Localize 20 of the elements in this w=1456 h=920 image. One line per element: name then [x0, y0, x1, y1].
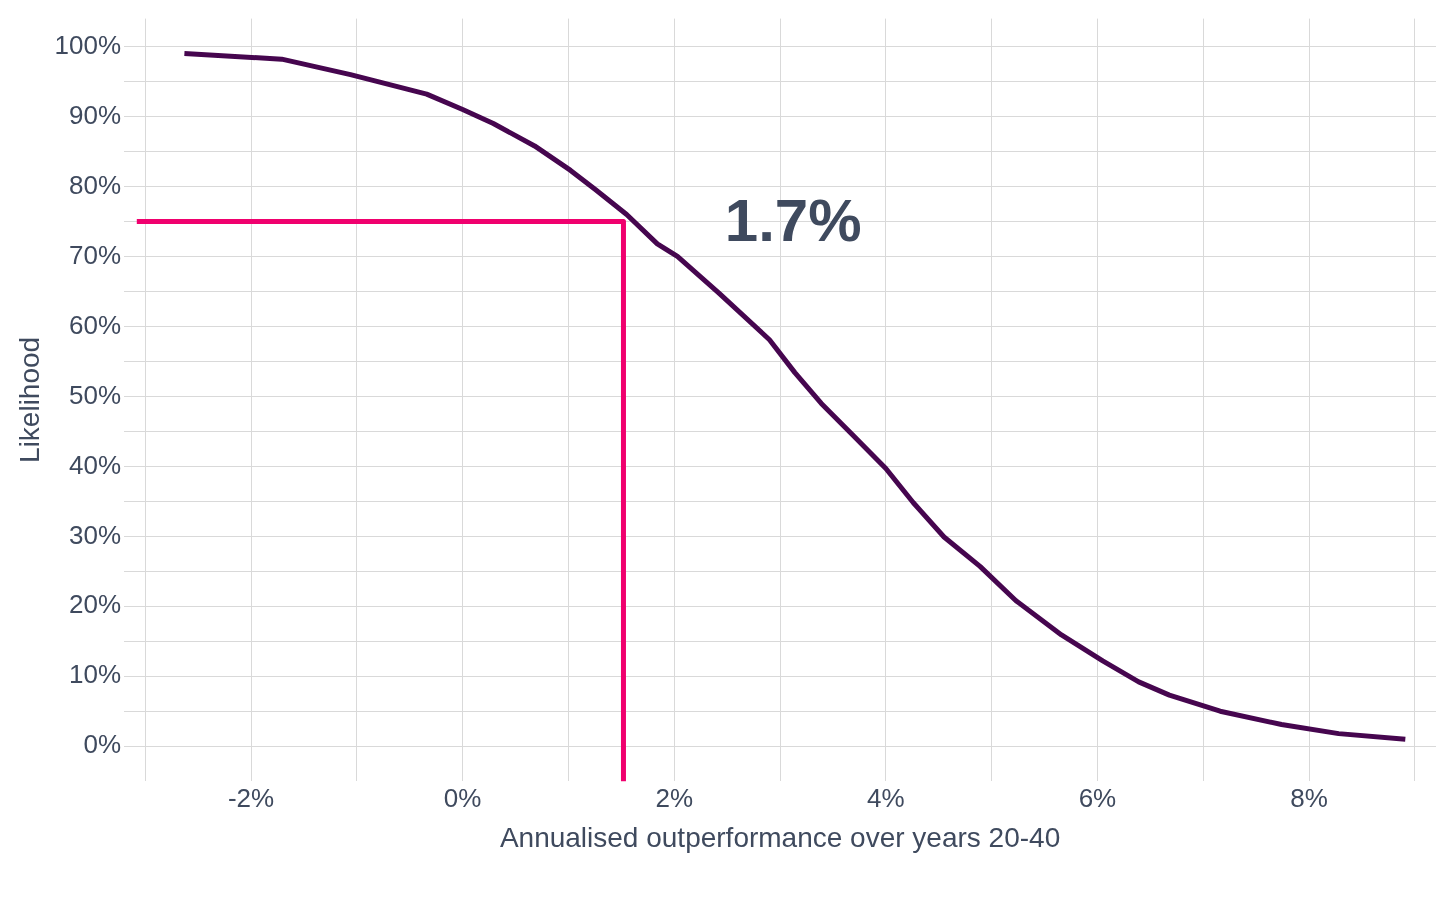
- y-tick-label: 100%: [54, 29, 122, 60]
- y-tick-label: 60%: [69, 309, 122, 340]
- x-tick-label: 8%: [1290, 782, 1328, 813]
- y-tick-label: 80%: [69, 169, 122, 200]
- annotation: 1.7%: [724, 187, 862, 255]
- x-axis-title: Annualised outperformance over years 20-40: [499, 821, 1061, 853]
- y-tick-label: 90%: [69, 99, 122, 130]
- x-tick-label: 6%: [1078, 782, 1117, 813]
- y-tick-label: 10%: [69, 659, 122, 690]
- x-tick-label: 2%: [655, 782, 694, 813]
- y-tick-label: 50%: [69, 379, 122, 410]
- y-tick-label: 30%: [69, 519, 122, 550]
- y-tick-label: 40%: [69, 449, 122, 480]
- y-tick-label: 20%: [69, 589, 122, 620]
- y-axis-title: Likelihood: [13, 336, 45, 463]
- x-tick-label: 4%: [867, 782, 905, 813]
- y-tick-label: 0%: [83, 729, 122, 760]
- x-tick-label: -2%: [227, 782, 275, 813]
- x-tick-label: 0%: [443, 782, 482, 813]
- y-tick-label: 70%: [69, 239, 122, 270]
